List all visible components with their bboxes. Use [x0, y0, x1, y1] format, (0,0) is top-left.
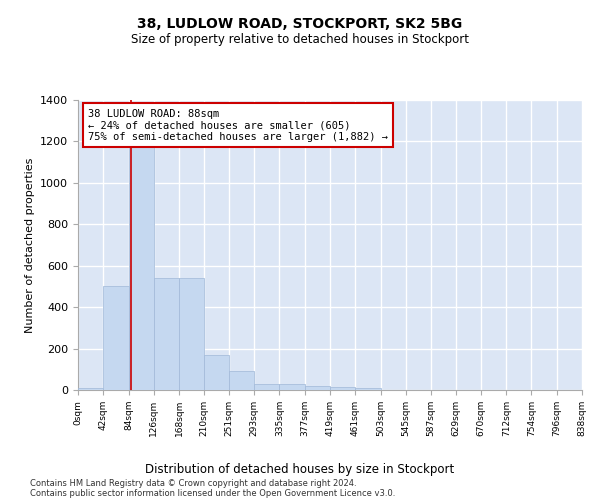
Bar [229, 372, 254, 390]
Bar [355, 388, 380, 390]
Bar [254, 384, 280, 390]
Bar [78, 388, 103, 390]
Bar [154, 278, 179, 390]
Text: Contains public sector information licensed under the Open Government Licence v3: Contains public sector information licen… [30, 489, 395, 498]
Text: 38, LUDLOW ROAD, STOCKPORT, SK2 5BG: 38, LUDLOW ROAD, STOCKPORT, SK2 5BG [137, 18, 463, 32]
Bar [305, 386, 330, 390]
Bar [103, 286, 128, 390]
Bar [128, 135, 154, 390]
Bar [179, 278, 205, 390]
Y-axis label: Number of detached properties: Number of detached properties [25, 158, 35, 332]
Bar [205, 355, 229, 390]
Bar [330, 387, 355, 390]
Text: Contains HM Land Registry data © Crown copyright and database right 2024.: Contains HM Land Registry data © Crown c… [30, 479, 356, 488]
Text: 38 LUDLOW ROAD: 88sqm
← 24% of detached houses are smaller (605)
75% of semi-det: 38 LUDLOW ROAD: 88sqm ← 24% of detached … [88, 108, 388, 142]
Text: Distribution of detached houses by size in Stockport: Distribution of detached houses by size … [145, 462, 455, 475]
Bar [280, 384, 305, 390]
Text: Size of property relative to detached houses in Stockport: Size of property relative to detached ho… [131, 32, 469, 46]
